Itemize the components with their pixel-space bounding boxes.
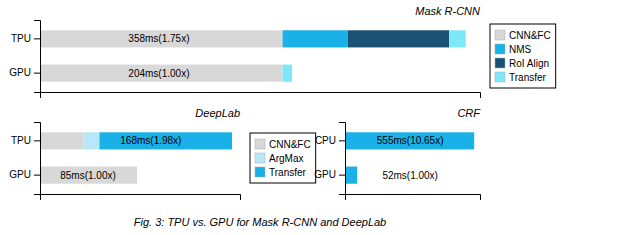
y-tick: CPU bbox=[315, 135, 345, 146]
annotations: 358ms(1.75x) 204ms(1.00x) bbox=[128, 33, 189, 78]
legend-swatch bbox=[495, 58, 505, 68]
legend-label: Transfer bbox=[269, 167, 307, 178]
annotation: 204ms(1.00x) bbox=[128, 68, 189, 79]
y-tick: TPU bbox=[11, 135, 40, 146]
bars bbox=[345, 132, 474, 183]
y-tick-mark bbox=[339, 140, 345, 141]
y-axis: GPU TPU bbox=[9, 21, 40, 93]
legend-item: ArgMax bbox=[255, 153, 303, 164]
legend-swatch bbox=[495, 30, 505, 40]
bar bbox=[348, 30, 449, 47]
legend-swatch bbox=[495, 44, 505, 54]
y-tick-mark bbox=[339, 175, 345, 176]
annotation: 85ms(1.00x) bbox=[60, 170, 116, 181]
legend-label: ArgMax bbox=[269, 153, 303, 164]
legend-item: CNN&FC bbox=[495, 30, 551, 41]
legend-item: CNN&FC bbox=[255, 139, 311, 150]
x-axis bbox=[41, 93, 481, 99]
y-tick: GPU bbox=[9, 67, 40, 78]
y-tick-label: GPU bbox=[9, 67, 31, 78]
y-tick: TPU bbox=[11, 33, 40, 44]
legend-item: Transfer bbox=[255, 167, 307, 178]
bar bbox=[345, 167, 357, 184]
legend-frame bbox=[490, 24, 556, 88]
chart-svg: GPU TPU Mask R-CNN 358ms(1.75x) 204ms(1.00x)… bbox=[0, 0, 640, 235]
legend-frame bbox=[250, 133, 316, 183]
annotation: 358ms(1.75x) bbox=[128, 33, 189, 44]
y-axis: GPU TPU bbox=[9, 123, 40, 195]
legend: CNN&FC NMS RoI Align Transfer bbox=[490, 24, 556, 88]
y-tick-label: TPU bbox=[11, 135, 31, 146]
bar bbox=[449, 30, 466, 47]
y-tick-mark bbox=[34, 175, 40, 176]
annotation: 555ms(10.65x) bbox=[377, 135, 444, 146]
bars bbox=[40, 132, 232, 183]
bar bbox=[99, 132, 232, 149]
bar bbox=[40, 30, 283, 47]
panel: GPU TPU DeepLab 168ms(1.98x) 85ms(1.00x) CNN&… bbox=[9, 107, 315, 200]
bar bbox=[283, 65, 293, 82]
panel-title: DeepLab bbox=[195, 107, 240, 119]
panel: GPU TPU Mask R-CNN 358ms(1.75x) 204ms(1.00x)… bbox=[9, 5, 555, 98]
bar bbox=[40, 132, 83, 149]
y-tick-mark bbox=[34, 73, 40, 74]
x-axis bbox=[346, 195, 481, 201]
panel-title: Mask R-CNN bbox=[415, 5, 480, 17]
legend-swatch bbox=[255, 139, 265, 149]
y-tick-mark bbox=[34, 38, 40, 39]
bar bbox=[345, 132, 474, 149]
legend-label: CNN&FC bbox=[509, 30, 551, 41]
y-axis-line bbox=[339, 123, 346, 195]
legend-label: RoI Align bbox=[509, 58, 549, 69]
legend-swatch bbox=[255, 153, 265, 163]
legend-label: NMS bbox=[509, 44, 532, 55]
y-axis-line bbox=[34, 123, 41, 195]
panel-title: CRF bbox=[457, 107, 481, 119]
x-axis bbox=[41, 195, 241, 201]
annotation: 168ms(1.98x) bbox=[120, 135, 181, 146]
legend-item: Transfer bbox=[495, 72, 547, 83]
y-tick-label: GPU bbox=[9, 169, 31, 180]
x-axis-line bbox=[41, 195, 241, 201]
y-axis-line bbox=[34, 21, 41, 93]
legend-swatch bbox=[255, 167, 265, 177]
annotations: 555ms(10.65x) 52ms(1.00x) bbox=[377, 135, 444, 180]
bar bbox=[283, 30, 348, 47]
legend-item: NMS bbox=[495, 44, 532, 55]
legend-item: RoI Align bbox=[495, 58, 549, 69]
y-tick-label: TPU bbox=[11, 33, 31, 44]
bar bbox=[40, 65, 283, 82]
x-axis-line bbox=[346, 195, 481, 201]
legend-swatch bbox=[495, 72, 505, 82]
legend-label: Transfer bbox=[509, 72, 547, 83]
bar bbox=[83, 132, 99, 149]
y-tick-mark bbox=[34, 140, 40, 141]
annotation: 52ms(1.00x) bbox=[382, 170, 438, 181]
y-axis: GPU CPU bbox=[314, 123, 345, 195]
panel: GPU CPU CRF 555ms(10.65x) 52ms(1.00x) bbox=[314, 107, 481, 200]
legend: CNN&FC ArgMax Transfer bbox=[250, 133, 316, 183]
legend-label: CNN&FC bbox=[269, 139, 311, 150]
y-tick: GPU bbox=[314, 169, 345, 180]
x-axis-line bbox=[41, 93, 481, 99]
y-tick-label: GPU bbox=[314, 169, 336, 180]
bar bbox=[40, 167, 137, 184]
figure-caption: Fig. 3: TPU vs. GPU for Mask R-CNN and D… bbox=[134, 216, 386, 228]
y-tick: GPU bbox=[9, 169, 40, 180]
y-tick-label: CPU bbox=[315, 135, 336, 146]
bars bbox=[40, 30, 466, 81]
annotations: 168ms(1.98x) 85ms(1.00x) bbox=[60, 135, 181, 180]
